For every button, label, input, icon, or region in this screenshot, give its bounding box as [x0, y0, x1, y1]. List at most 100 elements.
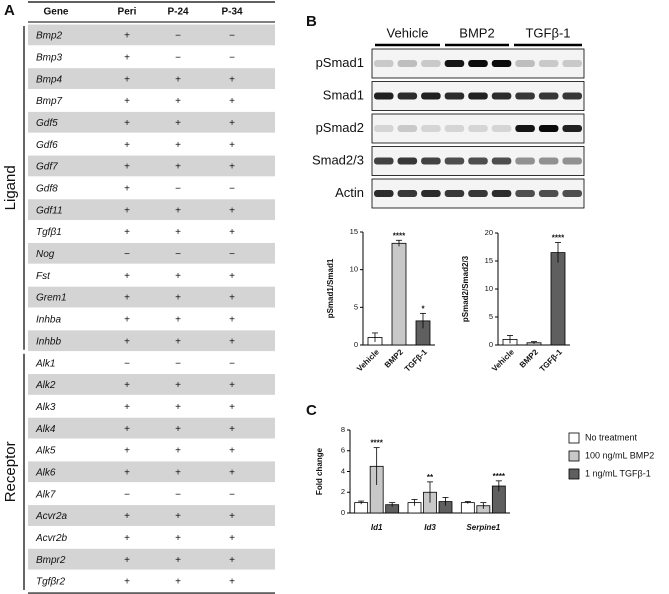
gene-name: Acvr2a: [35, 511, 68, 522]
expression-cell: +: [175, 424, 181, 435]
expression-cell: +: [229, 533, 235, 544]
row-shade: [28, 330, 275, 352]
y-tick-label: 8: [341, 425, 345, 434]
expression-cell: +: [124, 424, 130, 435]
x-tick-label: BMP2: [383, 347, 405, 369]
table-header: Peri: [118, 7, 137, 18]
blot-row-label: pSmad2: [316, 120, 364, 135]
expression-cell: +: [124, 446, 130, 457]
y-tick-label: 0: [341, 508, 345, 517]
expression-cell: +: [175, 96, 181, 107]
expression-cell: +: [124, 96, 130, 107]
gene-name: Inhba: [36, 315, 61, 326]
expression-cell: −: [175, 52, 181, 63]
gene-name: Gdf5: [36, 118, 58, 129]
legend-swatch: [568, 450, 580, 462]
row-shade: [28, 68, 275, 90]
y-tick-label: 4: [341, 466, 345, 475]
row-shade: [28, 548, 275, 570]
gene-name: Alk5: [35, 446, 56, 457]
blot-band: [538, 157, 559, 165]
legend-swatch: [568, 432, 580, 444]
x-tick-label: Vehicle: [355, 347, 381, 373]
row-shade: [28, 242, 275, 264]
expression-cell: +: [229, 380, 235, 391]
blot-band: [538, 190, 559, 197]
blot-band: [562, 125, 582, 132]
blot-band: [397, 190, 418, 197]
expression-cell: +: [229, 467, 235, 478]
expression-cell: +: [175, 467, 181, 478]
expression-cell: +: [124, 140, 130, 151]
group-label: Ligand: [2, 165, 19, 210]
row-shade: [28, 417, 275, 439]
expression-cell: +: [175, 293, 181, 304]
expression-cell: +: [175, 402, 181, 413]
gene-name: Gdf6: [36, 140, 58, 151]
expression-cell: +: [175, 555, 181, 566]
blot-band: [468, 157, 488, 165]
x-tick-label: Vehicle: [490, 347, 516, 373]
expression-cell: +: [175, 533, 181, 544]
legend-label: 100 ng/mL BMP2: [585, 450, 654, 460]
x-tick-label: TGFβ-1: [403, 347, 430, 374]
blot-band: [421, 125, 441, 132]
gene-name: Gdf7: [36, 162, 58, 173]
expression-cell: +: [175, 336, 181, 347]
significance: ****: [393, 231, 406, 240]
legend-label: No treatment: [585, 432, 638, 442]
gene-name: Inhbb: [36, 336, 61, 347]
y-axis-label: pSmad2/Smad2/3: [461, 255, 470, 322]
expression-cell: −: [229, 31, 235, 42]
y-axis-label: Fold change: [315, 447, 324, 495]
blot-group: Vehicle: [387, 25, 429, 40]
row-shade: [28, 155, 275, 177]
expression-cell: +: [124, 74, 130, 85]
expression-cell: +: [124, 52, 130, 63]
significance: *: [421, 304, 425, 313]
gene-name: Bmp7: [36, 96, 63, 107]
row-shade: [28, 461, 275, 483]
y-tick-label: 15: [485, 256, 493, 265]
expression-cell: −: [229, 489, 235, 500]
expression-cell: −: [175, 249, 181, 260]
panel-label: B: [306, 13, 317, 30]
y-tick-label: 0: [489, 340, 493, 349]
expression-cell: +: [229, 402, 235, 413]
gene-name: Tgfβr2: [36, 577, 65, 588]
x-tick-label: BMP2: [518, 347, 540, 369]
table-header: P-24: [167, 7, 189, 18]
blot-band: [515, 190, 535, 197]
blot-band: [491, 125, 512, 132]
expression-cell: +: [124, 555, 130, 566]
expression-cell: +: [124, 577, 130, 588]
expression-cell: +: [229, 74, 235, 85]
expression-cell: +: [229, 162, 235, 173]
expression-cell: +: [229, 424, 235, 435]
blot-band: [538, 125, 559, 132]
expression-cell: +: [124, 380, 130, 391]
blot-band: [374, 157, 394, 165]
y-tick-label: 20: [485, 228, 493, 237]
expression-cell: +: [229, 577, 235, 588]
blot-band: [444, 92, 465, 100]
y-tick-label: 5: [354, 302, 358, 311]
blot-band: [491, 92, 512, 100]
gene-name: Gdf8: [36, 183, 58, 194]
expression-cell: +: [175, 162, 181, 173]
x-tick-label: Serpine1: [466, 523, 500, 532]
expression-cell: −: [124, 489, 130, 500]
y-tick-label: 15: [350, 227, 358, 236]
blot-band: [468, 125, 488, 132]
expression-cell: +: [175, 380, 181, 391]
expression-cell: −: [124, 358, 130, 369]
expression-cell: −: [175, 489, 181, 500]
gene-name: Alk6: [35, 467, 56, 478]
expression-cell: +: [124, 533, 130, 544]
blot-group: BMP2: [459, 25, 494, 40]
expression-cell: −: [229, 52, 235, 63]
group-label: Receptor: [2, 441, 19, 502]
y-tick-label: 6: [341, 446, 345, 455]
blot-band: [515, 125, 535, 132]
